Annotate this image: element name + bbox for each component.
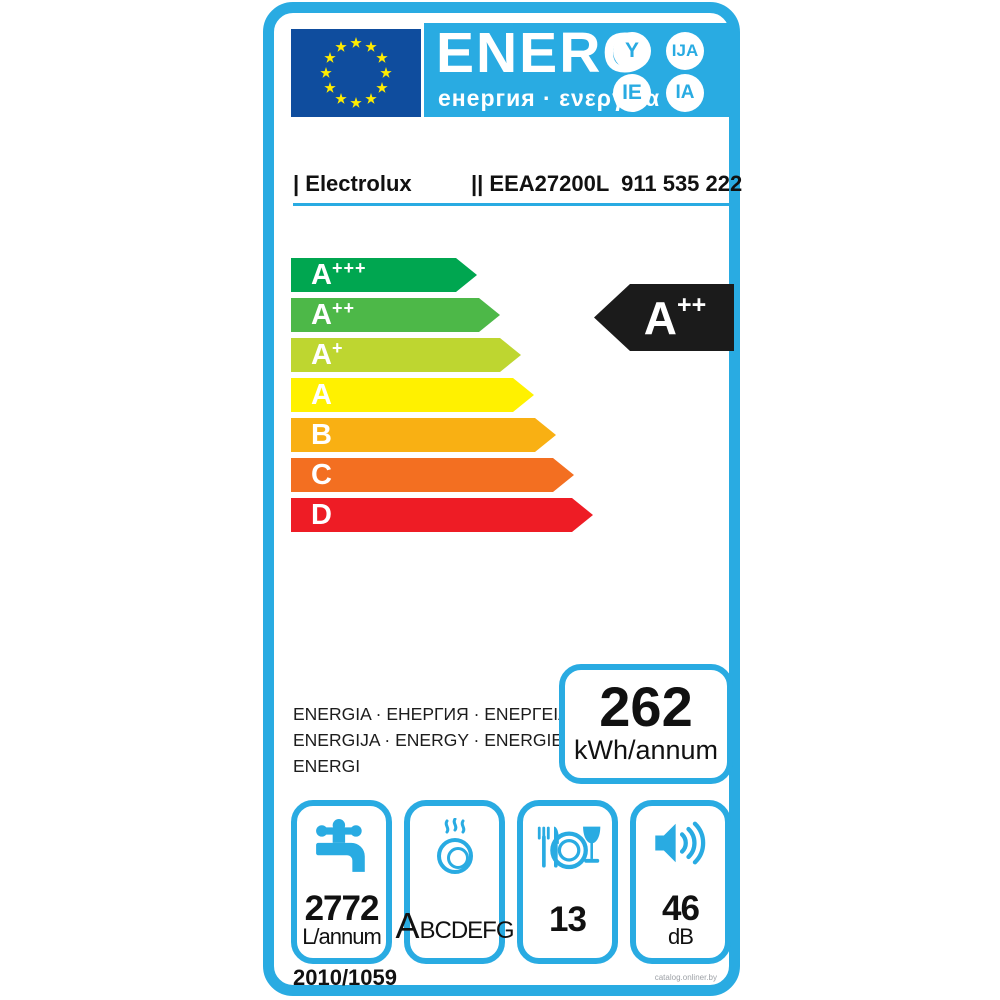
rating-bar-b: B	[291, 418, 556, 452]
drying-class-box: ABCDEFG	[395, 800, 515, 964]
drying-grade-rest: BCDEFG	[419, 917, 515, 944]
grade-letter: A	[311, 338, 332, 371]
drying-plate-icon	[436, 818, 473, 874]
rating-indicator-arrow: A ++	[594, 284, 734, 351]
rating-scale: A +++ A ++ A + A B C D	[291, 258, 593, 538]
grade-sup: +	[331, 338, 344, 358]
grade-letter: A	[311, 298, 332, 331]
noise-unit: dB	[668, 924, 694, 949]
grade-letter: D	[311, 498, 332, 531]
model-number: || EEA27200L 911 535 222	[471, 171, 743, 196]
rating-bar-a: A	[291, 378, 534, 412]
drying-metric-text: ABCDEFG	[395, 908, 515, 948]
energy-words: ENERGIA · ЕНЕРГИЯ · ENEPΓEIA ENERGIJA · …	[293, 701, 570, 779]
watermark-text: catalog.onliner.by	[654, 973, 717, 982]
brand-name: | Electrolux	[293, 171, 412, 196]
language-suffix-circle-ija: IJA	[666, 32, 704, 70]
place-settings-icon	[537, 826, 600, 870]
regulation-number: 2010/1059	[293, 965, 397, 990]
place-settings-box: 13	[517, 800, 618, 964]
consumption-value: 262	[599, 675, 693, 738]
water-metric-text: 2772 L/annum	[302, 889, 382, 949]
language-suffix-circle-y: Y	[613, 32, 651, 70]
capacity-value: 13	[549, 900, 587, 939]
grade-letter: B	[311, 418, 332, 451]
rating-bar-a-plus-plus-plus: A +++	[291, 258, 477, 292]
grade-sup: ++	[331, 298, 355, 318]
water-value: 2772	[304, 889, 380, 928]
divider-line	[293, 203, 733, 206]
speaker-icon	[654, 821, 705, 865]
energy-words-line2: ENERGIJA · ENERGY · ENERGIE	[293, 730, 564, 750]
consumption-unit: kWh/annum	[573, 735, 719, 765]
grade-sup: +++	[331, 258, 367, 278]
indicator-grade: A	[643, 291, 678, 344]
energy-label: ENERG енергия · ενεργεια Y IJA IE IA | E…	[263, 2, 743, 996]
eu-flag-icon	[291, 29, 421, 117]
annual-consumption-box: 262 kWh/annum	[559, 664, 733, 784]
rating-bar-a-plus: A +	[291, 338, 521, 372]
noise-metric-text: 46 dB	[662, 889, 700, 949]
energy-words-line1: ENERGIA · ЕНЕРГИЯ · ENEPΓEIA	[293, 704, 570, 724]
water-tap-icon	[315, 819, 365, 872]
noise-box: 46 dB	[630, 800, 731, 964]
header-title: ENERG	[436, 21, 649, 85]
rating-bar-d: D	[291, 498, 593, 532]
grade-letter: C	[311, 458, 332, 491]
drying-grade-first: A	[395, 905, 420, 946]
header-banner: ENERG енергия · ενεργεια Y IJA IE IA	[424, 23, 734, 117]
noise-value: 46	[662, 889, 700, 928]
energy-words-line3: ENERGI	[293, 756, 361, 776]
rating-bar-a-plus-plus: A ++	[291, 298, 500, 332]
indicator-sup: ++	[677, 291, 707, 319]
grade-letter: A	[311, 378, 332, 411]
language-suffix-circle-ia: IA	[666, 74, 704, 112]
grade-letter: A	[311, 258, 332, 291]
language-suffix-circle-ie: IE	[613, 74, 651, 112]
water-unit: L/annum	[302, 924, 382, 949]
water-consumption-box: 2772 L/annum	[291, 800, 392, 964]
rating-bar-c: C	[291, 458, 574, 492]
capacity-metric-text: 13	[549, 900, 587, 939]
